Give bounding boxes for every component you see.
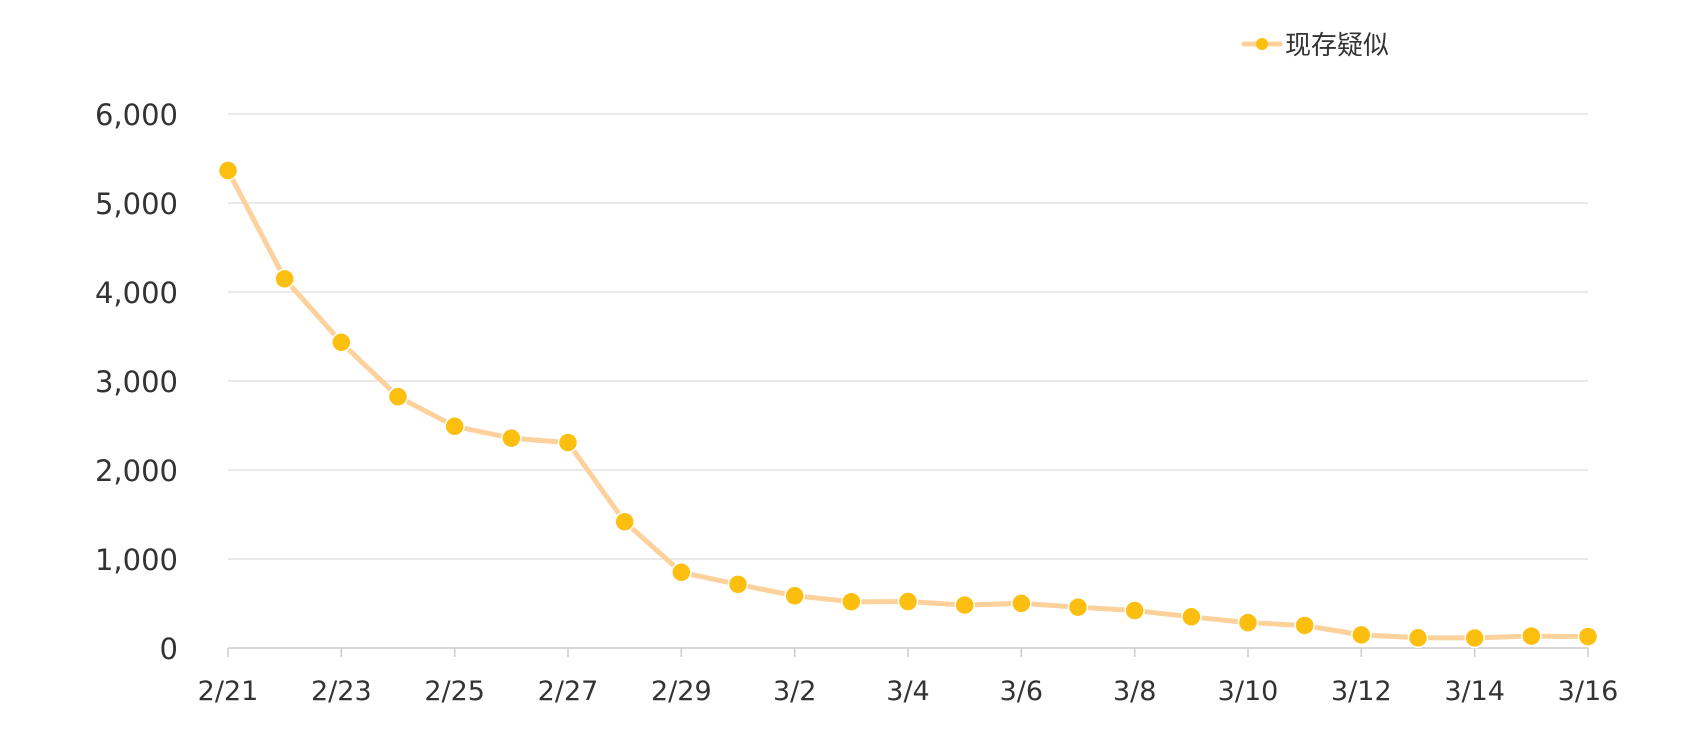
legend-marker-swatch (1256, 38, 1268, 50)
data-point[interactable] (444, 416, 465, 437)
x-tick-label: 3/14 (1444, 676, 1505, 707)
data-point[interactable] (1521, 625, 1542, 647)
data-point[interactable] (1067, 596, 1089, 618)
data-point[interactable] (1181, 606, 1202, 628)
data-point[interactable] (1407, 627, 1429, 649)
data-point[interactable] (387, 386, 409, 407)
x-tick-label: 3/8 (1113, 676, 1156, 707)
data-point[interactable] (841, 591, 862, 612)
data-point[interactable] (784, 585, 805, 607)
x-tick-label: 3/12 (1331, 676, 1392, 707)
x-tick-label: 3/16 (1558, 676, 1619, 707)
data-point[interactable] (1464, 627, 1485, 649)
data-point[interactable] (1577, 626, 1599, 647)
series-layer (217, 160, 1599, 649)
x-tick-label: 2/27 (538, 676, 599, 707)
x-tick-label: 2/25 (424, 676, 485, 707)
data-point[interactable] (501, 427, 522, 449)
x-tick-label: 2/23 (311, 676, 372, 707)
x-tick-label: 3/2 (773, 676, 816, 707)
data-point[interactable] (1124, 600, 1145, 621)
data-point[interactable] (1237, 612, 1259, 633)
legend[interactable]: 现存疑似 (1241, 31, 1389, 61)
y-axis: 0 1,000 2,000 3,000 4,000 5,000 6,000 (95, 98, 178, 666)
data-point[interactable] (1294, 615, 1315, 636)
legend-label: 现存疑似 (1285, 31, 1389, 61)
data-point[interactable] (557, 432, 579, 453)
data-point[interactable] (217, 160, 239, 181)
x-axis: 2/21 2/23 2/25 2/27 2/29 3/2 3/4 3/6 3/8 3/10 3/12… (198, 647, 1619, 707)
data-point[interactable] (671, 562, 692, 583)
y-tick-label: 4,000 (95, 276, 178, 310)
data-point[interactable] (727, 574, 749, 595)
x-tick-label: 2/21 (198, 676, 259, 707)
gridlines (228, 113, 1588, 560)
data-point[interactable] (614, 511, 635, 533)
data-point[interactable] (897, 591, 919, 612)
y-tick-label: 3,000 (95, 365, 178, 399)
x-tick-label: 3/6 (1000, 676, 1043, 707)
y-tick-label: 0 (160, 632, 178, 666)
data-point[interactable] (1351, 624, 1372, 646)
data-point[interactable] (274, 268, 295, 290)
series-line (225, 168, 1591, 641)
data-point[interactable] (331, 332, 352, 353)
data-point[interactable] (1011, 593, 1032, 614)
y-tick-label: 5,000 (95, 187, 178, 221)
y-tick-label: 6,000 (95, 98, 178, 132)
x-tick-label: 2/29 (651, 676, 712, 707)
y-tick-label: 2,000 (95, 454, 178, 488)
y-tick-label: 1,000 (95, 543, 178, 577)
data-point[interactable] (954, 594, 975, 616)
x-tick-label: 3/4 (886, 676, 929, 707)
x-tick-label: 3/10 (1218, 676, 1279, 707)
